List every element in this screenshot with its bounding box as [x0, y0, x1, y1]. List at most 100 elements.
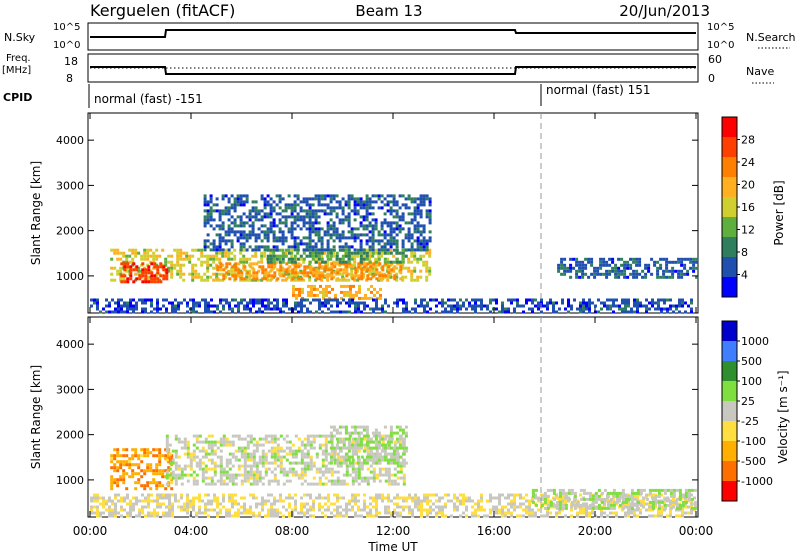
- velocity-cell: [573, 497, 577, 501]
- power-cell: [194, 269, 198, 273]
- velocity-cell: [321, 511, 324, 515]
- power-cell: [233, 200, 237, 204]
- power-cell: [302, 251, 306, 255]
- power-cell: [611, 260, 615, 264]
- velocity-cell: [426, 499, 429, 503]
- power-cell: [386, 209, 390, 213]
- power-cell: [419, 269, 423, 273]
- velocity-cell: [383, 455, 387, 459]
- velocity-cell: [363, 437, 367, 441]
- velocity-cell: [362, 428, 366, 432]
- power-cell: [335, 251, 339, 255]
- velocity-cell: [150, 493, 153, 497]
- velocity-cell: [375, 440, 379, 444]
- velocity-cell: [639, 491, 643, 495]
- power-cell: [209, 206, 213, 210]
- velocity-cell: [240, 511, 243, 515]
- velocity-cell: [408, 511, 411, 515]
- x-tick-label: 16:00: [477, 524, 512, 538]
- velocity-cell: [375, 476, 379, 480]
- velocity-cell: [420, 502, 423, 506]
- velocity-cell: [366, 511, 369, 515]
- velocity-cell: [588, 494, 592, 498]
- power-cell: [347, 224, 351, 228]
- power-cell: [428, 272, 432, 276]
- power-cell: [623, 269, 627, 273]
- power-cell: [339, 310, 342, 314]
- velocity-cell: [339, 455, 343, 459]
- velocity-cell: [270, 437, 274, 441]
- power-cell: [474, 310, 477, 314]
- velocity-cell: [134, 454, 138, 458]
- power-cell: [379, 296, 382, 300]
- power-cell: [567, 301, 570, 305]
- power-cell: [200, 248, 204, 252]
- power-cell: [606, 298, 609, 302]
- power-cell: [666, 298, 669, 302]
- power-cell: [153, 277, 157, 281]
- power-cell: [249, 310, 252, 314]
- velocity-cell: [125, 463, 129, 467]
- power-cell: [227, 257, 231, 261]
- power-cell: [150, 280, 154, 284]
- velocity-cell: [345, 464, 349, 468]
- power-cell: [389, 245, 393, 249]
- power-cell: [129, 301, 132, 305]
- velocity-cell: [122, 469, 126, 473]
- power-cell: [410, 197, 414, 201]
- power-cell: [329, 251, 333, 255]
- power-cell: [311, 251, 315, 255]
- power-cell: [386, 221, 390, 225]
- power-cell: [174, 310, 177, 314]
- power-cell: [329, 200, 333, 204]
- velocity-cell: [552, 491, 556, 495]
- power-cell: [276, 307, 279, 311]
- velocity-cell: [651, 493, 654, 497]
- power-cell: [338, 257, 342, 261]
- velocity-cell: [213, 499, 216, 503]
- power-cell: [410, 248, 414, 252]
- x-tick-label: 04:00: [174, 524, 209, 538]
- velocity-cell: [336, 464, 340, 468]
- power-cell: [690, 298, 693, 302]
- velocity-cell: [332, 425, 336, 429]
- power-cell: [314, 230, 318, 234]
- velocity-cell: [306, 502, 309, 506]
- power-cell: [423, 310, 426, 314]
- power-cell: [456, 307, 459, 311]
- velocity-cell: [351, 476, 355, 480]
- velocity-cell: [270, 440, 274, 444]
- velocity-cell: [612, 496, 615, 500]
- velocity-cell: [429, 508, 432, 512]
- power-cell: [425, 245, 429, 249]
- power-cell: [614, 269, 618, 273]
- power-cell: [141, 310, 144, 314]
- velocity-cell: [624, 505, 627, 509]
- velocity-cell: [180, 440, 184, 444]
- power-cell: [150, 271, 154, 275]
- velocity-cell: [288, 505, 291, 509]
- power-cell: [416, 248, 420, 252]
- power-cell: [174, 304, 177, 308]
- velocity-cell: [156, 496, 159, 500]
- power-cell: [122, 272, 126, 276]
- power-cell: [237, 304, 240, 308]
- power-cell: [572, 266, 576, 270]
- power-cell: [323, 203, 327, 207]
- velocity-cell: [401, 431, 405, 435]
- velocity-cell: [116, 451, 120, 455]
- power-cell: [113, 248, 117, 252]
- power-cell: [428, 254, 432, 258]
- power-cell: [266, 215, 270, 219]
- power-cell: [314, 257, 318, 261]
- power-cell: [165, 298, 168, 302]
- velocity-cell: [258, 455, 262, 459]
- velocity-cell: [279, 511, 282, 515]
- power-cell: [368, 272, 372, 276]
- power-cell: [611, 269, 615, 273]
- power-cell: [155, 254, 159, 258]
- velocity-cell: [291, 470, 295, 474]
- power-cell: [126, 280, 130, 284]
- power-cell: [428, 248, 432, 252]
- velocity-cell: [110, 484, 114, 488]
